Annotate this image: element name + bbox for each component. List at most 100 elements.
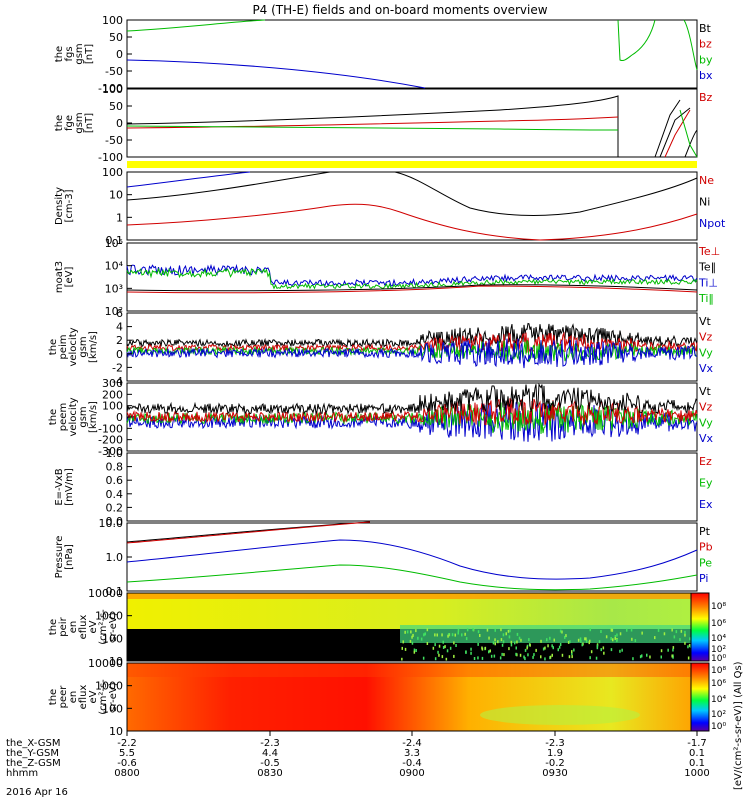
legend-Ex: Ex bbox=[699, 498, 713, 511]
spectrogram-speck bbox=[632, 657, 634, 661]
panel-temperature bbox=[126, 242, 698, 312]
spectrogram-speck bbox=[528, 638, 530, 642]
spectrogram-speck bbox=[489, 649, 491, 653]
series-npot-line bbox=[126, 171, 251, 188]
colorbar-tick: 10⁶ bbox=[711, 679, 726, 689]
y-tick-label: 100 bbox=[102, 632, 123, 645]
spectrogram-speck bbox=[497, 640, 499, 644]
spectrogram-speck bbox=[484, 646, 487, 650]
spectrogram-speck bbox=[465, 650, 467, 654]
spectrogram-speck bbox=[406, 630, 409, 634]
legend-Pe: Pe bbox=[699, 556, 712, 569]
series-edge-curve bbox=[683, 19, 698, 71]
spectrogram-speck bbox=[641, 654, 643, 658]
spectrogram-speck bbox=[449, 646, 452, 650]
spectrogram-speck bbox=[523, 655, 525, 659]
spectrogram-speck bbox=[494, 628, 496, 632]
spectrogram-speck bbox=[454, 633, 456, 637]
panel-axis-3: 10⁵ 10⁴ 10³ 10² moat3 [eV] Te⊥ Te‖ Ti⊥ Ti‖ bbox=[54, 237, 720, 318]
spectrogram-speck bbox=[426, 628, 429, 632]
spectrogram-speck bbox=[453, 641, 455, 645]
spectrogram-speck bbox=[585, 639, 588, 643]
legend-Bt: Bt bbox=[699, 22, 712, 35]
spectrogram-speck bbox=[404, 647, 407, 651]
spectrogram-speck bbox=[687, 656, 690, 660]
y-axis-label: gsm bbox=[78, 336, 89, 357]
y-axis-label: the bbox=[54, 46, 65, 62]
spectrogram-speck bbox=[401, 657, 403, 661]
spectrogram-speck bbox=[688, 643, 691, 647]
panel-frame bbox=[126, 452, 698, 522]
spectrogram-speck bbox=[619, 632, 622, 636]
y-tick-label: 0 bbox=[116, 48, 123, 61]
spectrogram-speck bbox=[434, 657, 437, 661]
spectrogram-speck bbox=[603, 651, 605, 655]
spectrogram-speck bbox=[417, 636, 419, 640]
spectrogram-speck bbox=[524, 657, 526, 661]
series-vz-noise bbox=[126, 331, 698, 354]
spectrogram-speck bbox=[557, 648, 559, 652]
y-tick-label: 10 bbox=[109, 725, 123, 738]
spectrogram-speck bbox=[600, 630, 602, 633]
spectrogram-speck bbox=[457, 631, 459, 635]
spectrogram-speck bbox=[551, 644, 553, 648]
spectrogram-speck bbox=[510, 640, 513, 644]
series-by-line bbox=[126, 125, 619, 131]
spectrogram-speck bbox=[479, 634, 481, 637]
y-axis-label: gsm bbox=[74, 112, 85, 133]
panel-peir-spectrogram bbox=[126, 592, 698, 662]
spectrogram-speck bbox=[672, 654, 674, 658]
spectrogram-speck bbox=[544, 646, 546, 650]
spectrogram-speck bbox=[503, 653, 505, 657]
y-tick-label: -50 bbox=[105, 65, 123, 78]
spectrogram-speck bbox=[510, 643, 513, 647]
spectrogram-speck bbox=[481, 647, 484, 651]
spectrogram-speck bbox=[492, 641, 495, 645]
panel-frame bbox=[126, 242, 698, 312]
spectrogram-speck bbox=[481, 656, 484, 660]
legend-Vx: Vx bbox=[699, 362, 714, 375]
colorbar-tick: 10² bbox=[711, 710, 726, 720]
series-vt-noise bbox=[126, 382, 698, 416]
panel-axis-1: 100 50 0 -50 -100 the fge gsm [nT] Bz bbox=[54, 83, 713, 164]
spectrogram-speck bbox=[689, 637, 691, 641]
y-axis-label: [cm-3] bbox=[64, 189, 75, 222]
date-label: 2016 Apr 16 bbox=[6, 787, 68, 798]
spectrogram-speck bbox=[409, 639, 412, 643]
panel-frame bbox=[126, 522, 698, 592]
y-tick-label: -2 bbox=[112, 361, 123, 374]
spectrogram-speck bbox=[600, 648, 602, 652]
y-tick-label: 0 bbox=[116, 411, 123, 424]
spectrogram-speck bbox=[466, 628, 469, 632]
y-tick-label: 10 bbox=[109, 189, 123, 202]
spectrogram-patch bbox=[480, 705, 640, 725]
legend-Vz: Vz bbox=[699, 401, 713, 414]
spectrogram-speck bbox=[589, 656, 591, 660]
spectrogram-speck bbox=[457, 628, 460, 632]
colorbar-tick: 10⁴ bbox=[711, 634, 726, 644]
panel-axis-2: 100 10 1 0.1 Density [cm-3] Ne Ni Npot bbox=[54, 166, 726, 247]
x-row-value: 0800 bbox=[114, 768, 139, 779]
spectrogram-speck bbox=[500, 638, 503, 642]
spectrogram-speck bbox=[684, 630, 686, 634]
spectrogram-speck bbox=[641, 631, 643, 635]
spectrogram-speck bbox=[553, 638, 555, 642]
spectrogram-speck bbox=[610, 637, 612, 640]
spectrogram-speck bbox=[616, 639, 618, 643]
x-row-value: -2.2 bbox=[117, 738, 137, 749]
y-axis-label: sr-eV) bbox=[108, 612, 119, 641]
legend-Vz: Vz bbox=[699, 331, 713, 344]
spectrogram-speck bbox=[422, 656, 425, 660]
y-tick-label: 10⁵ bbox=[105, 237, 123, 250]
y-tick-label: 100 bbox=[102, 702, 123, 715]
colorbar-tick: 10⁴ bbox=[711, 695, 726, 705]
spectrogram-speck bbox=[423, 633, 425, 637]
spectrogram-speck bbox=[559, 629, 562, 633]
y-tick-label: 50 bbox=[109, 100, 123, 113]
spectrogram-speck bbox=[493, 654, 496, 658]
x-row-value: -0.4 bbox=[402, 758, 422, 769]
spectrogram-speck bbox=[614, 636, 616, 640]
spectrogram-speck bbox=[410, 630, 412, 634]
y-tick-label: 0 bbox=[116, 348, 123, 361]
y-axis-label: E=-VxB bbox=[54, 468, 65, 505]
